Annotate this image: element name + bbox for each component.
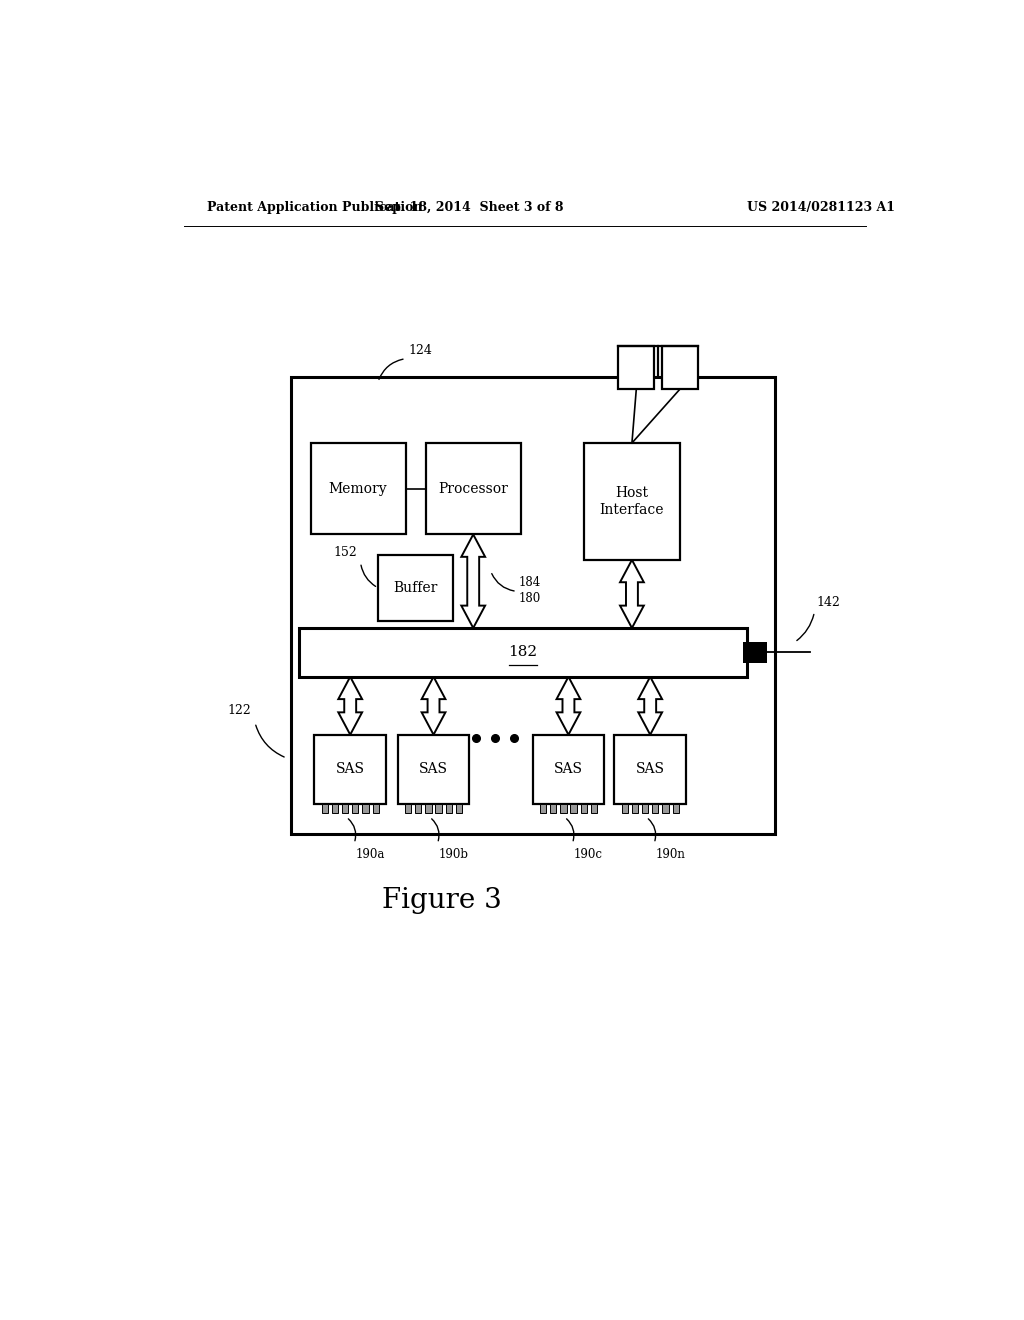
Polygon shape (620, 560, 644, 628)
Bar (352, 804, 358, 813)
Bar (299, 628, 748, 677)
Text: SAS: SAS (336, 762, 365, 776)
Bar (673, 804, 679, 813)
Bar (618, 346, 654, 389)
Polygon shape (461, 535, 485, 628)
Bar (581, 804, 587, 813)
Text: Processor: Processor (438, 482, 508, 496)
Bar (622, 804, 628, 813)
Text: Figure 3: Figure 3 (382, 887, 502, 913)
Text: 180: 180 (518, 591, 541, 605)
Text: 182: 182 (508, 645, 538, 660)
Text: SAS: SAS (554, 762, 583, 776)
Bar (663, 804, 669, 813)
Text: 142: 142 (817, 595, 841, 609)
Text: Sep. 18, 2014  Sheet 3 of 8: Sep. 18, 2014 Sheet 3 of 8 (375, 201, 563, 214)
Text: SAS: SAS (419, 762, 449, 776)
Bar (373, 804, 379, 813)
Bar (570, 804, 577, 813)
Text: 184: 184 (518, 577, 541, 589)
Text: 190c: 190c (574, 847, 603, 861)
Bar (342, 804, 348, 813)
Text: 190n: 190n (655, 847, 686, 861)
Text: 124: 124 (409, 343, 432, 356)
Bar (591, 804, 597, 813)
Bar (456, 804, 462, 813)
Bar (663, 346, 697, 389)
Bar (560, 804, 566, 813)
Bar (426, 444, 521, 535)
Bar (332, 804, 338, 813)
Text: Host
Interface: Host Interface (600, 486, 665, 516)
Text: Patent Application Publication: Patent Application Publication (207, 201, 423, 214)
Polygon shape (638, 677, 663, 735)
Bar (310, 444, 406, 535)
Bar (415, 804, 422, 813)
Bar (404, 804, 412, 813)
Bar (614, 735, 686, 804)
Polygon shape (338, 677, 362, 735)
Bar (743, 643, 767, 663)
Bar (314, 735, 386, 804)
Text: 122: 122 (227, 705, 251, 718)
Bar (532, 735, 604, 804)
Text: 152: 152 (334, 546, 357, 560)
Bar (378, 554, 454, 620)
Text: US 2014/0281123 A1: US 2014/0281123 A1 (748, 201, 895, 214)
Bar (445, 804, 452, 813)
Text: 190a: 190a (355, 847, 385, 861)
Text: SAS: SAS (636, 762, 665, 776)
Polygon shape (422, 677, 445, 735)
Bar (362, 804, 369, 813)
Bar (435, 804, 441, 813)
Bar (322, 804, 328, 813)
Text: Buffer: Buffer (393, 581, 438, 595)
Bar (642, 804, 648, 813)
Polygon shape (557, 677, 581, 735)
Bar (540, 804, 546, 813)
Bar (632, 804, 638, 813)
Bar (291, 378, 775, 834)
Bar (425, 804, 431, 813)
Text: Memory: Memory (329, 482, 387, 496)
Bar (585, 444, 680, 560)
Bar (397, 735, 469, 804)
Text: 190b: 190b (439, 847, 469, 861)
Bar (550, 804, 556, 813)
Bar (652, 804, 658, 813)
